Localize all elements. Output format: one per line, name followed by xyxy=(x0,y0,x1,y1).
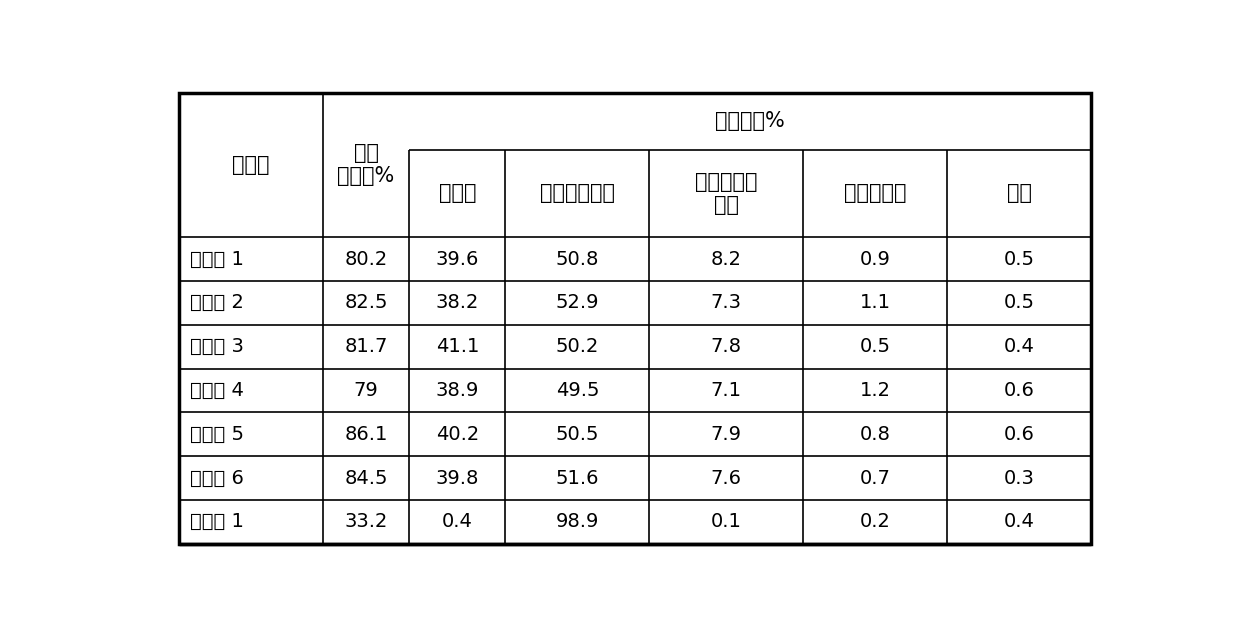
Text: 7.8: 7.8 xyxy=(711,337,742,356)
Text: 0.7: 0.7 xyxy=(860,469,891,488)
Text: 82.5: 82.5 xyxy=(344,294,388,312)
Text: 1.1: 1.1 xyxy=(860,294,891,312)
Text: 0.8: 0.8 xyxy=(860,425,891,444)
Text: 1.2: 1.2 xyxy=(860,381,891,400)
Text: 50.5: 50.5 xyxy=(555,425,600,444)
Text: 0.1: 0.1 xyxy=(711,512,742,531)
Text: 86.1: 86.1 xyxy=(344,425,388,444)
Text: 催化剂: 催化剂 xyxy=(232,155,270,175)
Text: 实施例 1: 实施例 1 xyxy=(191,249,244,268)
Text: 实施例 4: 实施例 4 xyxy=(191,381,244,400)
Text: 甲基异丁基酮: 甲基异丁基酮 xyxy=(540,183,615,203)
Text: 39.8: 39.8 xyxy=(436,469,479,488)
Text: 0.5: 0.5 xyxy=(1004,294,1035,312)
Text: 38.9: 38.9 xyxy=(436,381,479,400)
Text: 0.6: 0.6 xyxy=(1004,425,1035,444)
Text: 50.8: 50.8 xyxy=(555,249,600,268)
Text: 79: 79 xyxy=(354,381,378,400)
Text: 80.2: 80.2 xyxy=(344,249,388,268)
Text: 甲基异丁基
甲醇: 甲基异丁基 甲醇 xyxy=(695,172,757,215)
Text: 实施例 5: 实施例 5 xyxy=(191,425,244,444)
Text: 8.2: 8.2 xyxy=(711,249,742,268)
Text: 异丙醇: 异丙醇 xyxy=(439,183,476,203)
Text: 38.2: 38.2 xyxy=(436,294,479,312)
Text: 84.5: 84.5 xyxy=(344,469,388,488)
Text: 0.5: 0.5 xyxy=(1004,249,1035,268)
Text: 选择性　%: 选择性 % xyxy=(715,111,786,131)
Text: 实施例 3: 实施例 3 xyxy=(191,337,244,356)
Text: 其它: 其它 xyxy=(1006,183,1032,203)
Text: 0.6: 0.6 xyxy=(1004,381,1035,400)
Text: 33.2: 33.2 xyxy=(344,512,388,531)
Text: 0.9: 0.9 xyxy=(860,249,891,268)
Text: 39.6: 39.6 xyxy=(436,249,479,268)
Text: 0.2: 0.2 xyxy=(860,512,891,531)
Text: 丙酮
转化率%: 丙酮 转化率% xyxy=(337,143,395,186)
Text: 50.2: 50.2 xyxy=(555,337,600,356)
Text: 实施例 6: 实施例 6 xyxy=(191,469,244,488)
Text: 实施例 2: 实施例 2 xyxy=(191,294,244,312)
Text: 0.3: 0.3 xyxy=(1004,469,1035,488)
Text: 81.7: 81.7 xyxy=(344,337,388,356)
Text: 0.5: 0.5 xyxy=(860,337,891,356)
Text: 40.2: 40.2 xyxy=(436,425,479,444)
Text: 0.4: 0.4 xyxy=(1004,512,1035,531)
Text: 49.5: 49.5 xyxy=(555,381,600,400)
Text: 41.1: 41.1 xyxy=(436,337,479,356)
Text: 7.1: 7.1 xyxy=(711,381,742,400)
Text: 7.3: 7.3 xyxy=(711,294,742,312)
Text: 52.9: 52.9 xyxy=(555,294,600,312)
Text: 7.6: 7.6 xyxy=(711,469,742,488)
Text: 二异丁基酮: 二异丁基酮 xyxy=(844,183,906,203)
Text: 98.9: 98.9 xyxy=(555,512,600,531)
Text: 对比例 1: 对比例 1 xyxy=(191,512,244,531)
Text: 51.6: 51.6 xyxy=(555,469,600,488)
Text: 0.4: 0.4 xyxy=(1004,337,1035,356)
Text: 7.9: 7.9 xyxy=(711,425,742,444)
Text: 0.4: 0.4 xyxy=(442,512,473,531)
